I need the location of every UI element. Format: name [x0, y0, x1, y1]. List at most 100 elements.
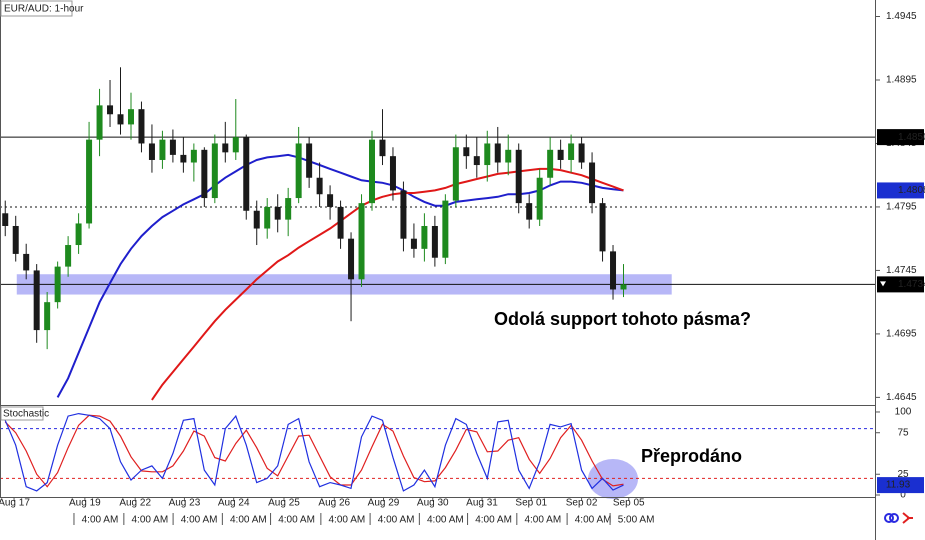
- x-tick-label: Aug 30: [417, 498, 449, 509]
- price-label-box: [877, 129, 924, 146]
- candle-body: [505, 149, 512, 163]
- x-tick-label: Aug 23: [169, 498, 201, 509]
- candle-body: [264, 206, 271, 229]
- candle-body: [243, 137, 250, 211]
- candle-body: [473, 156, 480, 166]
- candle-body: [274, 206, 281, 220]
- candle-body: [547, 149, 554, 178]
- candle-body: [306, 143, 313, 178]
- candle-body: [180, 154, 187, 163]
- x-tick-label: Sep 02: [566, 498, 598, 509]
- time-tick-label: 4:00 AM: [329, 515, 366, 526]
- jump-icon[interactable]: [902, 512, 913, 524]
- oversold-annotation: Přeprodáno: [641, 446, 742, 466]
- candle-body: [358, 203, 365, 280]
- indicator-title-box: [0, 406, 44, 421]
- candle-body: [536, 177, 543, 220]
- time-tick-label: 4:00 AM: [131, 515, 168, 526]
- y-tick-label: 1.4695: [886, 329, 917, 340]
- indicator-title: Stochastic: [3, 409, 49, 420]
- candle-body: [86, 139, 93, 224]
- candle-body: [400, 190, 407, 239]
- moving-average: [151, 167, 624, 401]
- time-tick-label: 5:00 AM: [618, 515, 655, 526]
- title-box: [0, 0, 73, 17]
- candle-body: [452, 147, 459, 201]
- candle-body: [327, 194, 334, 207]
- candle-body: [44, 302, 51, 331]
- oversold-highlight: [588, 459, 638, 499]
- link-icon[interactable]: [884, 513, 894, 523]
- candle-body: [75, 223, 82, 246]
- time-tick-label: 4:00 AM: [230, 515, 267, 526]
- y-tick-label: 1.4745: [886, 265, 917, 276]
- x-tick-label: Sep 01: [515, 498, 547, 509]
- x-tick-label: Aug 19: [69, 498, 101, 509]
- candle-body: [379, 139, 386, 157]
- x-tick-label: Sep 05: [613, 498, 645, 509]
- time-tick-label: 4:00 AM: [427, 515, 464, 526]
- candle-body: [54, 266, 61, 303]
- candle-body: [557, 149, 564, 160]
- y-tick-label: 1.4795: [886, 202, 917, 213]
- y-tick-label: 1.4895: [886, 75, 917, 86]
- x-tick-label: Aug 29: [368, 498, 400, 509]
- candle-body: [222, 143, 229, 153]
- stochastic-k: [4, 412, 624, 492]
- candle-body: [337, 206, 344, 239]
- moving-average: [56, 153, 624, 398]
- stochastic-tick-label: 25: [897, 469, 909, 480]
- candle-body: [431, 225, 438, 258]
- candle-body: [494, 143, 501, 163]
- toolbar-icons[interactable]: [884, 512, 913, 524]
- candle-body: [620, 284, 627, 290]
- candle-body: [295, 143, 302, 199]
- x-tick-label: Aug 24: [218, 498, 250, 509]
- candle-body: [65, 245, 72, 267]
- time-tick-label: 4:00 AM: [82, 515, 119, 526]
- candle-body: [169, 139, 176, 155]
- candle-body: [389, 156, 396, 191]
- candle-body: [12, 225, 19, 254]
- candle-body: [369, 139, 376, 204]
- candle-body: [201, 149, 208, 199]
- plot: [0, 67, 875, 492]
- candle-body: [410, 238, 417, 249]
- chart-title: EUR/AUD: 1-hour: [4, 4, 84, 15]
- candle-body: [127, 109, 134, 125]
- time-tick-label: 4:00 AM: [278, 515, 315, 526]
- time-tick-label: 4:00 AM: [475, 515, 512, 526]
- candle-body: [442, 200, 449, 258]
- price-label: 1.4808: [898, 185, 925, 196]
- candle-body: [515, 149, 522, 204]
- candle-body: [316, 177, 323, 195]
- candle-body: [2, 213, 9, 226]
- x-tick-label: Aug 26: [318, 498, 350, 509]
- candle-body: [190, 149, 197, 163]
- x-tick-label: Aug 22: [119, 498, 151, 509]
- x-tick-label: Aug 31: [466, 498, 498, 509]
- candle-body: [568, 143, 575, 160]
- candle-body: [211, 143, 218, 199]
- x-tick-label: Aug 25: [268, 498, 300, 509]
- candle-body: [484, 143, 491, 166]
- candle-body: [138, 109, 145, 144]
- price-label-box: [877, 182, 924, 199]
- stochastic-tick-label: 75: [897, 427, 909, 438]
- price-arrow: [880, 281, 886, 287]
- candle-body: [96, 105, 103, 140]
- candle-body: [463, 147, 470, 157]
- stochastic-value-label: 11.93: [886, 480, 911, 491]
- candle-body: [253, 210, 260, 229]
- time-tick-label: 4:00 AM: [378, 515, 415, 526]
- candle-body: [117, 114, 124, 125]
- candle-body: [148, 143, 155, 160]
- y-tick-label: 1.4945: [886, 11, 917, 22]
- time-tick-label: 4:00 AM: [181, 515, 218, 526]
- stochastic-d: [4, 414, 624, 488]
- candle-body: [599, 203, 606, 252]
- candle-body: [578, 143, 585, 163]
- time-tick-label: 4:00 AM: [524, 515, 561, 526]
